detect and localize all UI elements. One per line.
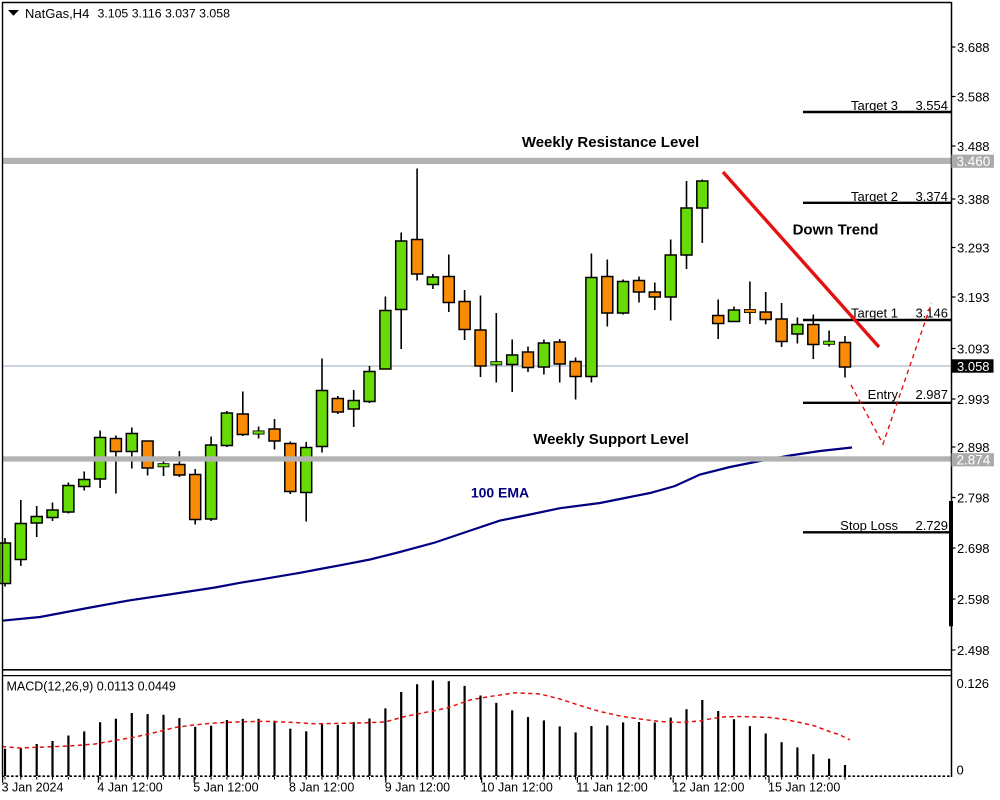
svg-text:Target 3: Target 3 [851,98,898,113]
svg-text:2.729: 2.729 [915,518,948,533]
svg-text:Weekly Support Level: Weekly Support Level [533,431,689,448]
svg-text:2.898: 2.898 [957,440,990,455]
svg-text:10 Jan 12:00: 10 Jan 12:00 [481,780,553,794]
svg-text:2.874: 2.874 [957,453,991,468]
svg-text:3.058: 3.058 [957,359,990,374]
svg-text:0.126: 0.126 [957,676,990,691]
svg-text:5 Jan 12:00: 5 Jan 12:00 [193,780,258,794]
svg-text:2.598: 2.598 [957,592,990,607]
svg-text:Entry: Entry [868,387,899,402]
svg-text:3.105 3.116 3.037 3.058: 3.105 3.116 3.037 3.058 [98,6,231,20]
svg-text:4 Jan 12:00: 4 Jan 12:00 [97,780,162,794]
svg-text:NatGas,H4: NatGas,H4 [25,6,89,21]
svg-text:3.588: 3.588 [957,90,990,105]
svg-text:MACD(12,26,9) 0.0113 0.0449: MACD(12,26,9) 0.0113 0.0449 [7,679,176,693]
svg-text:15 Jan 12:00: 15 Jan 12:00 [768,780,840,794]
svg-text:2.698: 2.698 [957,541,990,556]
svg-text:8 Jan 12:00: 8 Jan 12:00 [289,780,354,794]
svg-text:3.293: 3.293 [957,241,990,256]
svg-text:12 Jan 12:00: 12 Jan 12:00 [672,780,744,794]
svg-text:3.388: 3.388 [957,192,990,207]
svg-text:2.987: 2.987 [915,387,948,402]
svg-text:3 Jan 2024: 3 Jan 2024 [2,780,64,794]
svg-text:0: 0 [957,763,964,778]
svg-text:2.498: 2.498 [957,643,990,658]
svg-text:Stop Loss: Stop Loss [840,518,898,533]
svg-text:3.688: 3.688 [957,40,990,55]
svg-text:100 EMA: 100 EMA [471,485,529,501]
svg-text:Weekly Resistance Level: Weekly Resistance Level [522,134,699,151]
svg-text:3.193: 3.193 [957,290,990,305]
svg-text:Target 2: Target 2 [851,189,898,204]
svg-text:Target 1: Target 1 [851,306,898,321]
svg-text:3.093: 3.093 [957,342,990,357]
svg-text:3.460: 3.460 [957,154,991,169]
svg-text:Down Trend: Down Trend [793,222,879,239]
svg-text:2.798: 2.798 [957,491,990,506]
svg-text:9 Jan 12:00: 9 Jan 12:00 [385,780,450,794]
svg-text:3.146: 3.146 [915,306,948,321]
svg-text:3.374: 3.374 [915,189,948,204]
svg-text:2.993: 2.993 [957,392,990,407]
svg-text:3.488: 3.488 [957,139,990,154]
svg-text:11 Jan 12:00: 11 Jan 12:00 [576,780,647,794]
svg-text:3.554: 3.554 [915,98,948,113]
